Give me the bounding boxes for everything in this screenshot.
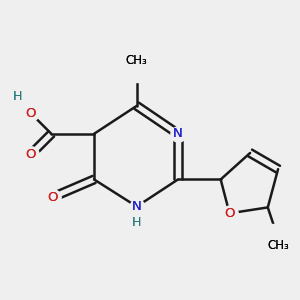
Text: CH₃: CH₃ (267, 239, 289, 252)
Text: N: N (132, 200, 142, 213)
Text: N: N (173, 127, 183, 140)
Text: O: O (224, 207, 235, 220)
Text: O: O (26, 148, 36, 161)
Text: H: H (13, 91, 22, 103)
Text: CH₃: CH₃ (267, 239, 289, 252)
Text: CH₃: CH₃ (126, 54, 148, 67)
Text: O: O (26, 148, 36, 161)
Text: H: H (132, 216, 141, 229)
Text: H: H (13, 91, 22, 103)
Text: O: O (48, 190, 58, 204)
Text: N: N (173, 127, 183, 140)
Text: O: O (224, 207, 235, 220)
Text: O: O (26, 107, 36, 120)
Text: CH₃: CH₃ (126, 54, 148, 67)
Text: N: N (132, 200, 142, 213)
Text: O: O (26, 107, 36, 120)
Text: H: H (132, 216, 141, 229)
Text: O: O (48, 190, 58, 204)
